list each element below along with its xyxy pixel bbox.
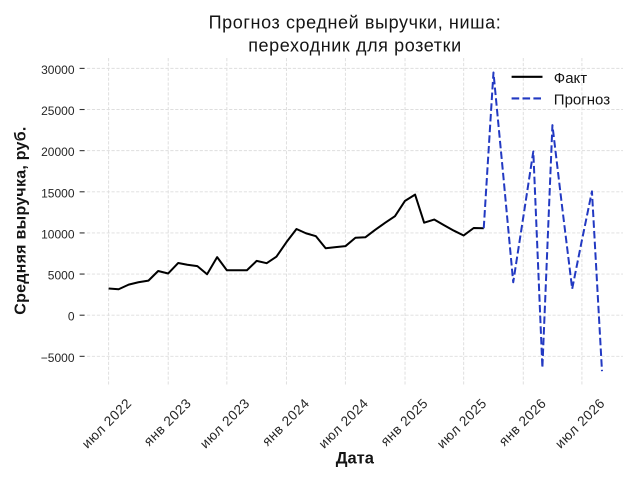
svg-text:15000: 15000 <box>41 186 75 200</box>
svg-text:30000: 30000 <box>41 63 75 77</box>
svg-text:−5000: −5000 <box>41 351 75 365</box>
svg-text:0: 0 <box>68 310 75 324</box>
svg-text:Прогноз: Прогноз <box>554 91 610 108</box>
svg-text:переходник для розетки: переходник для розетки <box>248 36 462 56</box>
svg-text:Средняя выручка, руб.: Средняя выручка, руб. <box>13 126 30 314</box>
svg-text:Прогноз средней выручки, ниша:: Прогноз средней выручки, ниша: <box>209 12 502 32</box>
svg-text:25000: 25000 <box>41 104 75 118</box>
svg-text:Дата: Дата <box>336 449 375 467</box>
svg-text:Факт: Факт <box>554 70 587 87</box>
svg-text:20000: 20000 <box>41 145 75 159</box>
svg-text:5000: 5000 <box>48 269 75 283</box>
svg-text:10000: 10000 <box>41 227 75 241</box>
